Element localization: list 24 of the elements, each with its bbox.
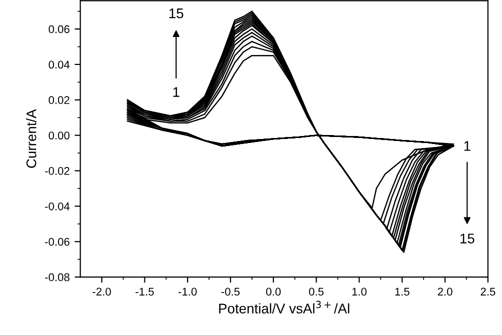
x-tick-label: 2.0 [438, 288, 452, 296]
y-axis-title: Current/A [26, 109, 36, 168]
x-tick-label: 0.5 [309, 288, 324, 296]
y-tick-label: -0.08 [45, 273, 70, 282]
y-tick-label: -0.02 [45, 167, 70, 175]
x-tick-label: 1.0 [352, 288, 367, 296]
annotation: 1 [464, 141, 470, 151]
x-tick-label: -0.5 [221, 288, 240, 296]
x-tick-label: 0.0 [266, 288, 281, 296]
x-tick-label: -1.0 [178, 288, 197, 296]
annotation: 15 [460, 234, 474, 244]
y-tick-label: -0.06 [45, 238, 70, 246]
x-axis-title: Potential/V vsAl$^{3+}$/Al [219, 300, 350, 314]
annotation: 15 [169, 8, 184, 18]
annotation: 1 [173, 87, 180, 97]
x-tick-label: 2.5 [480, 288, 496, 296]
y-tick-label: -0.04 [45, 202, 70, 210]
y-tick-label: 0.00 [48, 132, 70, 140]
x-tick-label: -2.0 [92, 288, 111, 296]
y-tick-label: 0.06 [48, 25, 70, 34]
y-tick-label: 0.02 [48, 96, 70, 104]
y-tick-label: 0.04 [48, 60, 70, 69]
x-tick-label: 1.5 [395, 288, 410, 296]
x-tick-label: -1.5 [136, 288, 154, 296]
